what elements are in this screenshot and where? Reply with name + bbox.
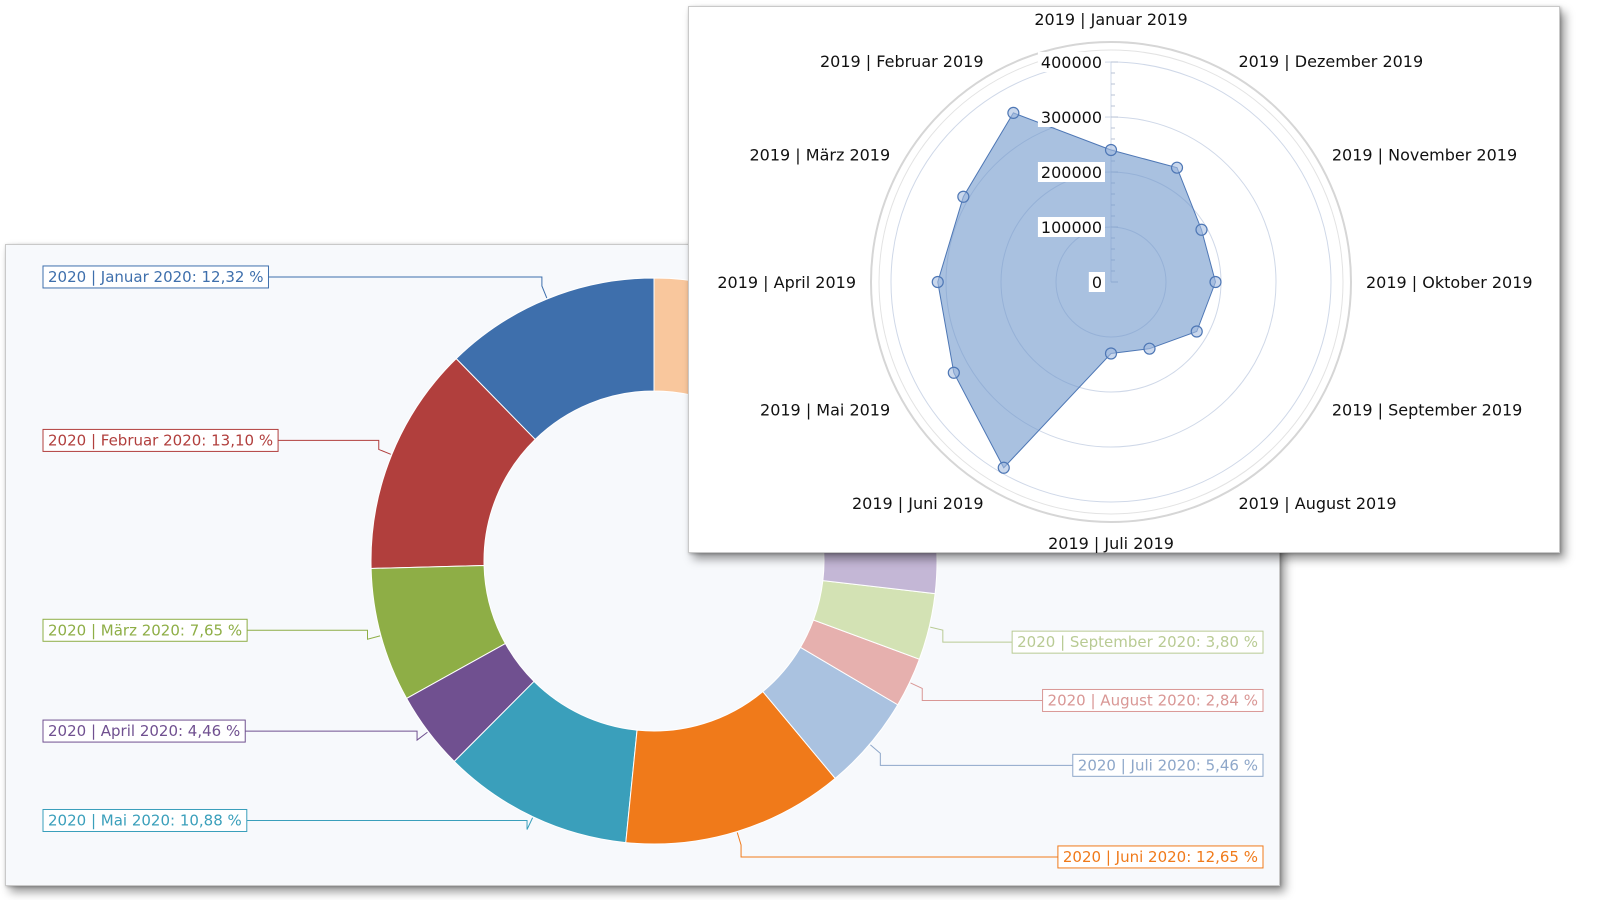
donut-label-5: 2020 | Mai 2020: 10,88 % (42, 808, 534, 832)
radar-point-5[interactable] (947, 366, 960, 379)
donut-label-text-2: 2020 | Februar 2020: 13,10 % (48, 431, 273, 449)
radar-point-8[interactable] (1143, 342, 1156, 355)
radar-category-label-12: 2019 | Dezember 2019 (1239, 52, 1424, 71)
donut-label-text-6: 2020 | Juni 2020: 12,65 % (1063, 848, 1258, 866)
radar-point-11[interactable] (1195, 223, 1208, 236)
donut-leader-line-2 (278, 439, 391, 455)
radar-chart-panel: 0 100000 200000 300000 400000 2019 | Januar 2… (688, 6, 1560, 553)
radar-category-label-1: 2019 | Januar 2019 (1034, 10, 1187, 29)
donut-label-3: 2020 | März 2020: 7,65 % (42, 618, 381, 642)
donut-leader-line-8 (910, 682, 1043, 701)
donut-label-7: 2020 | Juli 2020: 5,46 % (870, 744, 1264, 777)
radar-category-label-4: 2019 | April 2019 (717, 273, 856, 292)
radar-tick-label-bg (1088, 272, 1105, 292)
radar-tick-label-0: 0 (1092, 273, 1102, 292)
donut-label-text-4: 2020 | April 2020: 4,46 % (48, 722, 240, 740)
radar-point-3[interactable] (957, 190, 970, 203)
radar-category-label-10: 2019 | Oktober 2019 (1366, 273, 1533, 292)
radar-category-label-7: 2019 | Juli 2019 (1048, 534, 1174, 553)
donut-leader-line-6 (736, 832, 1058, 858)
donut-label-8: 2020 | August 2020: 2,84 % (910, 682, 1264, 712)
radar-category-label-9: 2019 | September 2019 (1332, 401, 1523, 420)
radar-tick-label-4: 400000 (1041, 53, 1102, 72)
radar-chart: 0 100000 200000 300000 400000 2019 | Januar 2… (717, 10, 1533, 553)
radar-category-label-3: 2019 | März 2019 (749, 146, 890, 165)
radar-point-9[interactable] (1190, 325, 1203, 338)
donut-label-text-8: 2020 | August 2020: 2,84 % (1048, 691, 1258, 709)
donut-label-box-8 (1042, 688, 1264, 712)
donut-label-text-3: 2020 | März 2020: 7,65 % (48, 621, 242, 639)
radar-tick-label-bg (1037, 52, 1105, 72)
donut-leader-line-7 (870, 744, 1073, 766)
radar-tick-label-3: 300000 (1041, 108, 1102, 127)
radar-tick-label-bg (1037, 217, 1105, 237)
donut-label-box-3 (42, 618, 248, 642)
donut-label-box-7 (1072, 753, 1264, 777)
donut-label-text-9: 2020 | September 2020: 3,80 % (1017, 633, 1258, 651)
radar-inner-ring (878, 49, 1344, 515)
radar-category-label-8: 2019 | August 2019 (1239, 494, 1397, 513)
donut-leader-line-1 (268, 276, 548, 299)
donut-label-2: 2020 | Februar 2020: 13,10 % (42, 428, 391, 455)
radar-category-label-6: 2019 | Juni 2019 (852, 494, 984, 513)
donut-label-box-6 (1057, 845, 1264, 869)
donut-label-1: 2020 | Januar 2020: 12,32 % (42, 265, 548, 299)
donut-leader-line-3 (247, 629, 381, 640)
radar-category-label-11: 2019 | November 2019 (1332, 146, 1517, 165)
donut-label-box-9 (1011, 630, 1264, 654)
donut-label-box-5 (42, 808, 248, 832)
radar-point-10[interactable] (1209, 275, 1222, 289)
donut-label-text-7: 2020 | Juli 2020: 5,46 % (1078, 756, 1258, 774)
radar-point-6[interactable] (997, 461, 1010, 474)
donut-label-box-4 (42, 719, 246, 743)
radar-category-label-5: 2019 | Mai 2019 (760, 401, 890, 420)
donut-label-9: 2020 | September 2020: 3,80 % (930, 626, 1264, 654)
donut-leader-line-5 (246, 817, 534, 830)
donut-label-6: 2020 | Juni 2020: 12,65 % (736, 832, 1264, 869)
donut-label-text-5: 2020 | Mai 2020: 10,88 % (48, 811, 242, 829)
radar-tick-label-1: 100000 (1041, 218, 1102, 237)
donut-label-box-1 (42, 265, 269, 289)
radar-tick-label-bg (1037, 162, 1105, 182)
donut-label-text-1: 2020 | Januar 2020: 12,32 % (48, 268, 263, 286)
radar-point-7[interactable] (1104, 347, 1118, 360)
radar-tick-label-2: 200000 (1041, 163, 1102, 182)
radar-point-2[interactable] (1007, 106, 1020, 120)
donut-label-4: 2020 | April 2020: 4,46 % (42, 719, 428, 743)
radar-category-label-2: 2019 | Februar 2019 (820, 52, 984, 71)
radar-tick-label-bg (1037, 107, 1105, 127)
radar-point-1[interactable] (1104, 143, 1118, 157)
donut-leader-line-4 (245, 730, 428, 742)
radar-point-4[interactable] (931, 275, 944, 289)
donut-leader-line-9 (930, 626, 1013, 643)
radar-point-12[interactable] (1170, 161, 1184, 174)
donut-label-box-2 (42, 428, 279, 452)
